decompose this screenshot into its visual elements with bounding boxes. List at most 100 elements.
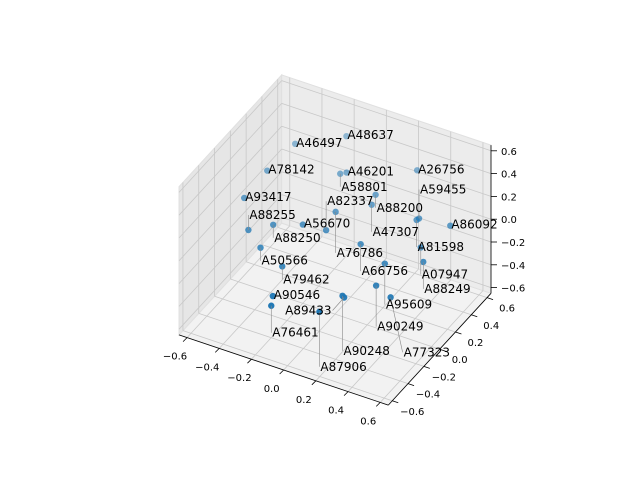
- z-grid-back: [281, 148, 492, 220]
- data-point: [447, 222, 454, 229]
- point-label: A56670: [304, 217, 350, 231]
- point-label: A88255: [249, 208, 295, 222]
- z-grid-back: [281, 103, 492, 174]
- point-label: A58801: [341, 180, 387, 194]
- point-label: A66756: [362, 264, 408, 278]
- point-label: A07947: [422, 267, 468, 281]
- point-label: A90546: [274, 288, 320, 302]
- z-tick-label: −0.6: [501, 284, 525, 295]
- point-label: A88200: [377, 201, 423, 215]
- x-tick-label: 0.0: [264, 384, 280, 395]
- point-label: A46201: [348, 165, 394, 179]
- point-label: A59455: [420, 183, 466, 197]
- data-point: [343, 169, 350, 176]
- x-tick: [343, 391, 349, 396]
- x-tick: [311, 380, 317, 386]
- point-label: A46497: [296, 136, 342, 150]
- x-tick: [182, 337, 188, 342]
- point-label: A77323: [404, 345, 450, 359]
- point-label: A47307: [373, 225, 419, 239]
- point-label: A82337: [327, 194, 373, 208]
- point-label: A90248: [344, 344, 390, 358]
- z-tick-label: 0.6: [501, 147, 517, 158]
- z-tick-label: −0.4: [501, 261, 525, 272]
- z-grid-back: [281, 217, 492, 288]
- x-tick-label: −0.4: [195, 362, 219, 373]
- point-label: A89433: [285, 304, 331, 318]
- z-tick-label: −0.2: [501, 238, 525, 249]
- y-tick-label: 0.0: [452, 355, 468, 366]
- data-point: [343, 132, 350, 140]
- z-grid-left: [178, 103, 282, 216]
- y-tick-label: −0.2: [432, 372, 456, 383]
- point-label: A87906: [320, 360, 366, 374]
- z-grid-back: [281, 194, 492, 266]
- y-tick: [439, 348, 446, 352]
- z-tick-label: 0.0: [501, 215, 517, 226]
- gridlines: [178, 77, 492, 403]
- y-tick: [471, 314, 478, 318]
- y-grid-floor: [182, 330, 393, 402]
- y-tick-label: 0.2: [467, 338, 483, 349]
- x-tick: [247, 358, 252, 364]
- data-point: [269, 292, 277, 300]
- x-tick-label: −0.6: [163, 352, 187, 363]
- point-label: A90249: [377, 320, 423, 334]
- z-grid-left: [178, 80, 282, 193]
- data-point: [264, 167, 271, 174]
- point-label: A78142: [268, 163, 314, 177]
- y-tick: [423, 366, 430, 369]
- z-grid-back: [281, 171, 492, 243]
- point-label: A86092: [451, 218, 497, 232]
- point-label: A93417: [245, 190, 291, 204]
- z-grid-left: [178, 125, 282, 239]
- y-tick-label: −0.6: [400, 407, 424, 418]
- point-label: A95609: [386, 298, 432, 312]
- tick-labels: −0.6−0.4−0.20.00.20.40.6−0.6−0.4−0.20.00…: [163, 147, 525, 428]
- y-grid-floor: [198, 313, 409, 384]
- x-tick-label: 0.2: [296, 395, 312, 406]
- x-tick-label: 0.6: [360, 416, 376, 427]
- point-label: A88249: [424, 282, 470, 296]
- y-grid-floor: [230, 278, 440, 350]
- data-point: [291, 140, 299, 147]
- z-tick-label: 0.2: [501, 192, 517, 203]
- z-grid-back: [281, 125, 492, 197]
- x-tick-label: 0.4: [328, 406, 344, 417]
- point-label: A76461: [272, 326, 318, 340]
- y-tick-label: 0.4: [483, 321, 499, 332]
- y-grid-floor: [246, 261, 456, 333]
- z-grid-left: [178, 217, 282, 330]
- y-tick: [407, 383, 415, 386]
- y-tick-label: −0.4: [416, 390, 440, 401]
- data-point: [420, 258, 427, 266]
- y-tick-label: 0.6: [499, 304, 515, 315]
- label-leader-line: [332, 297, 345, 311]
- point-label: A26756: [418, 162, 464, 176]
- data-point: [241, 194, 248, 202]
- x-tick-label: −0.2: [227, 373, 251, 384]
- label-leader-lines: [248, 173, 424, 367]
- point-label: A48637: [347, 128, 393, 142]
- y-grid-floor: [261, 244, 472, 316]
- data-point: [299, 221, 307, 228]
- point-label: A81598: [418, 240, 464, 254]
- data-points: [241, 132, 454, 315]
- x-tick: [375, 402, 381, 407]
- z-tick-label: 0.4: [501, 170, 517, 181]
- point-label: A88250: [274, 231, 320, 245]
- y-tick: [455, 331, 462, 335]
- z-grid-left: [178, 148, 282, 262]
- z-grid-left: [178, 171, 282, 284]
- point-label: A79462: [283, 272, 329, 286]
- x-tick: [279, 369, 284, 375]
- x-tick: [214, 348, 220, 353]
- z-grid-back: [281, 80, 492, 152]
- point-label: A50566: [262, 254, 308, 268]
- data-point: [413, 167, 421, 174]
- y-tick: [392, 400, 399, 404]
- label-leader-line: [390, 297, 403, 353]
- y-tick: [486, 297, 494, 300]
